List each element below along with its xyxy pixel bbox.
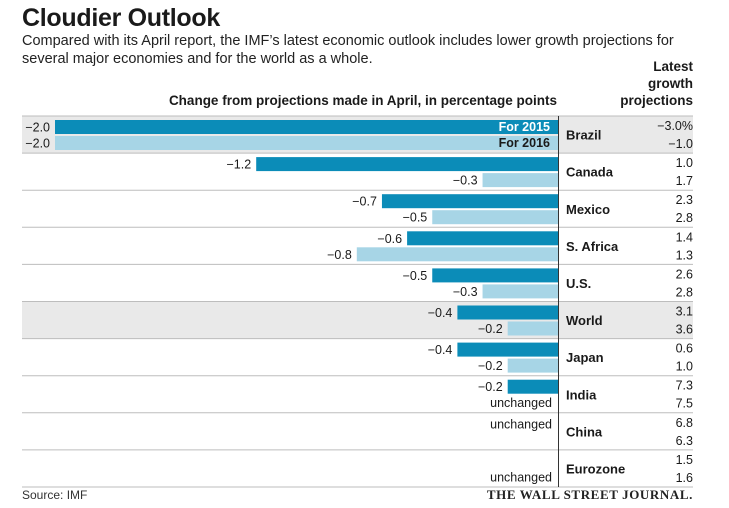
axis-heading: Change from projections made in April, i… [168,93,557,108]
projections-heading-line-1: Latest [653,59,693,74]
bar-value-2015-china: unchanged [490,417,552,431]
category-label-eurozone: Eurozone [566,461,625,476]
bar-value-2016-brazil: −2.0 [25,137,50,151]
projection-2015-brazil: −3.0% [657,119,693,133]
bar-value-2015-s-africa: −0.6 [377,232,402,246]
bar-2016-world [507,321,558,336]
bar-value-2016-india: unchanged [490,396,552,410]
projection-2016-eurozone: 1.6 [676,471,693,485]
projection-2016-world: 3.6 [676,323,693,337]
projection-2015-world: 3.1 [676,305,693,319]
bar-value-2015-world: −0.4 [428,306,453,320]
category-label-canada: Canada [566,165,614,180]
projection-2016-canada: 1.7 [676,174,693,188]
bar-2015-world [457,305,558,320]
projection-2016-u-s: 2.8 [676,285,693,299]
projections-heading-line-3: projections [620,93,693,108]
bar-2015-mexico [381,194,558,209]
projection-2015-china: 6.8 [676,416,693,430]
projection-2016-s-africa: 1.3 [676,248,693,262]
projection-2015-canada: 1.0 [676,156,693,170]
category-label-world: World [566,313,603,328]
category-label-s-africa: S. Africa [566,239,619,254]
projection-2015-japan: 0.6 [676,342,693,356]
projection-2016-mexico: 2.8 [676,211,693,225]
projection-2016-brazil: −1.0 [668,137,693,151]
bar-value-2016-s-africa: −0.8 [327,248,352,262]
bar-2015-u-s [432,268,558,283]
bar-value-2015-u-s: −0.5 [403,269,428,283]
bar-2016-japan [507,358,558,373]
row-highlight-world [22,301,693,339]
bar-value-2015-mexico: −0.7 [352,195,377,209]
projections-heading-line-2: growth [648,76,693,91]
category-label-mexico: Mexico [566,202,610,217]
bar-2016-canada [482,173,558,188]
bar-2016-mexico [432,210,558,225]
legend-for-2016: For 2016 [499,136,550,150]
category-label-china: China [566,424,603,439]
projections-heading: Latest growth projections [583,58,693,109]
bar-value-2016-mexico: −0.5 [403,211,428,225]
category-label-japan: Japan [566,350,604,365]
bar-value-2016-eurozone: unchanged [490,470,552,484]
projection-2015-eurozone: 1.5 [676,453,693,467]
bar-value-2015-canada: −1.2 [227,158,252,172]
bar-value-2016-japan: −0.2 [478,359,503,373]
bar-value-2015-india: −0.2 [478,380,503,394]
bar-2015-s-africa [407,231,558,246]
projection-2015-s-africa: 1.4 [676,230,693,244]
bar-value-2016-canada: −0.3 [453,174,478,188]
legend-for-2015: For 2015 [499,120,550,134]
projection-2015-india: 7.3 [676,379,693,393]
projection-2016-india: 7.5 [676,397,693,411]
bar-2015-canada [256,157,558,172]
source-note: Source: IMF [22,488,88,502]
projection-2016-china: 6.3 [676,434,693,448]
category-label-u-s: U.S. [566,276,591,291]
bar-value-2016-world: −0.2 [478,322,503,336]
bar-value-2015-brazil: −2.0 [25,121,50,135]
projection-2015-mexico: 2.3 [676,193,693,207]
bar-2016-brazil [55,136,558,150]
category-label-brazil: Brazil [566,128,601,143]
chart-title: Cloudier Outlook [22,4,220,32]
bar-2015-india [507,379,558,394]
publisher-logo: THE WALL STREET JOURNAL. [486,487,693,502]
bar-value-2016-u-s: −0.3 [453,285,478,299]
bar-value-2015-japan: −0.4 [428,343,453,357]
projection-2015-u-s: 2.6 [676,267,693,281]
bar-2016-u-s [482,284,558,299]
chart-subtitle: Compared with its April report, the IMF’… [22,33,674,67]
bar-2016-s-africa [356,247,558,262]
bar-2015-japan [457,342,558,357]
projection-2016-japan: 1.0 [676,360,693,374]
category-label-india: India [566,387,597,402]
bar-2015-brazil [55,120,558,134]
